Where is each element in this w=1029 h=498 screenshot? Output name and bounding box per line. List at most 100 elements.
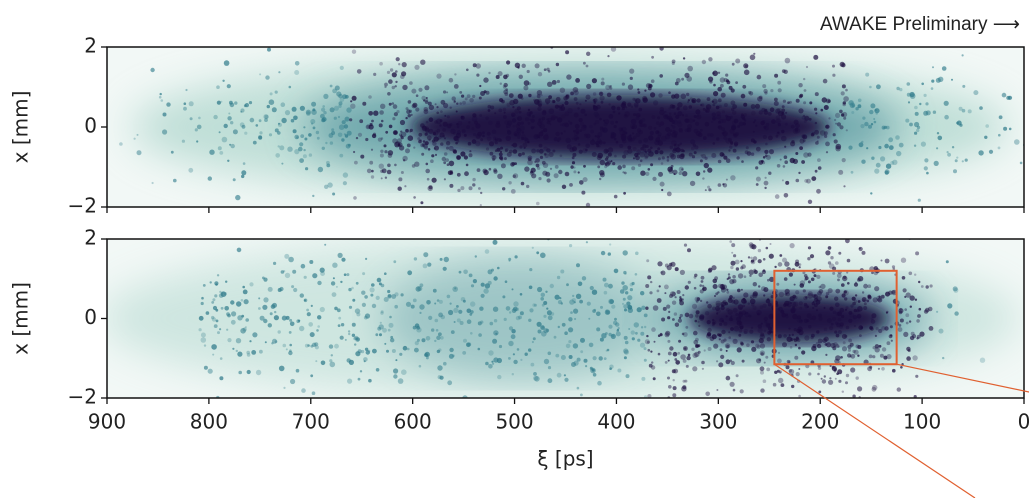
speckle bbox=[758, 328, 763, 333]
speckle bbox=[624, 273, 626, 275]
speckle bbox=[640, 160, 643, 163]
speckle bbox=[413, 196, 416, 199]
speckle bbox=[349, 360, 354, 365]
speckle bbox=[645, 284, 649, 288]
speckle bbox=[488, 121, 492, 125]
speckle bbox=[700, 104, 702, 106]
speckle bbox=[808, 291, 813, 296]
speckle bbox=[847, 353, 851, 357]
speckle bbox=[883, 356, 887, 360]
speckle bbox=[909, 272, 913, 276]
speckle bbox=[715, 306, 720, 311]
speckle bbox=[583, 62, 586, 65]
annotation: AWAKE Preliminary ⟶ bbox=[820, 14, 1020, 35]
speckle bbox=[862, 117, 865, 120]
speckle bbox=[845, 89, 848, 92]
speckle bbox=[240, 122, 245, 127]
speckle bbox=[658, 172, 663, 177]
speckle bbox=[871, 317, 874, 320]
speckle bbox=[580, 129, 583, 132]
speckle bbox=[766, 368, 770, 372]
speckle bbox=[596, 143, 598, 145]
speckle bbox=[847, 345, 851, 349]
speckle bbox=[698, 325, 700, 327]
speckle bbox=[730, 382, 735, 387]
speckle bbox=[713, 84, 716, 87]
speckle bbox=[481, 283, 485, 287]
speckle bbox=[801, 320, 803, 322]
speckle bbox=[880, 156, 885, 161]
speckle bbox=[356, 137, 358, 139]
speckle bbox=[807, 257, 810, 260]
speckle bbox=[677, 102, 682, 107]
speckle bbox=[622, 155, 626, 159]
speckle bbox=[921, 285, 924, 288]
speckle bbox=[980, 358, 985, 363]
speckle bbox=[768, 136, 773, 141]
speckle bbox=[726, 291, 729, 294]
speckle bbox=[641, 377, 645, 381]
speckle bbox=[874, 108, 879, 113]
speckle bbox=[497, 174, 502, 179]
speckle bbox=[760, 366, 765, 371]
speckle bbox=[472, 139, 477, 144]
speckle bbox=[546, 308, 548, 310]
speckle bbox=[880, 354, 884, 358]
speckle bbox=[659, 124, 662, 127]
speckle bbox=[754, 119, 756, 121]
speckle bbox=[870, 103, 875, 108]
speckle bbox=[611, 305, 615, 309]
x-tick-label: 700 bbox=[292, 410, 330, 434]
speckle bbox=[546, 148, 550, 152]
speckle bbox=[440, 336, 444, 340]
speckle bbox=[633, 147, 637, 151]
speckle bbox=[418, 88, 422, 92]
speckle bbox=[857, 386, 862, 391]
speckle bbox=[692, 99, 694, 101]
speckle bbox=[733, 254, 736, 257]
speckle bbox=[388, 150, 393, 155]
speckle bbox=[484, 90, 487, 93]
speckle bbox=[947, 153, 951, 157]
speckle bbox=[763, 294, 765, 296]
speckle bbox=[546, 329, 549, 332]
speckle bbox=[702, 177, 704, 179]
speckle bbox=[203, 229, 207, 233]
speckle bbox=[749, 91, 753, 95]
speckle bbox=[936, 311, 938, 313]
speckle bbox=[447, 295, 451, 299]
speckle bbox=[592, 78, 597, 83]
speckle bbox=[574, 113, 579, 118]
speckle bbox=[520, 311, 524, 315]
speckle bbox=[150, 68, 154, 72]
speckle bbox=[407, 270, 412, 275]
speckle bbox=[751, 327, 753, 329]
speckle bbox=[719, 119, 723, 123]
speckle bbox=[794, 356, 798, 360]
beam-image bbox=[28, 46, 1029, 217]
speckle bbox=[354, 343, 356, 345]
speckle bbox=[509, 311, 511, 313]
speckle bbox=[691, 147, 695, 151]
speckle bbox=[855, 294, 857, 296]
speckle bbox=[648, 126, 652, 130]
speckle bbox=[669, 118, 673, 122]
speckle bbox=[895, 135, 900, 140]
speckle bbox=[426, 121, 429, 124]
speckle bbox=[569, 183, 573, 187]
speckle bbox=[487, 137, 492, 142]
speckle bbox=[658, 157, 661, 160]
speckle bbox=[842, 84, 846, 88]
speckle bbox=[581, 191, 585, 195]
speckle bbox=[635, 332, 638, 335]
speckle bbox=[596, 312, 601, 317]
speckle bbox=[630, 288, 633, 291]
speckle bbox=[227, 160, 229, 162]
speckle bbox=[653, 305, 659, 311]
speckle bbox=[230, 300, 234, 304]
speckle bbox=[955, 159, 958, 162]
speckle bbox=[804, 274, 808, 278]
speckle bbox=[188, 168, 193, 173]
speckle bbox=[705, 122, 710, 127]
speckle bbox=[332, 292, 337, 297]
